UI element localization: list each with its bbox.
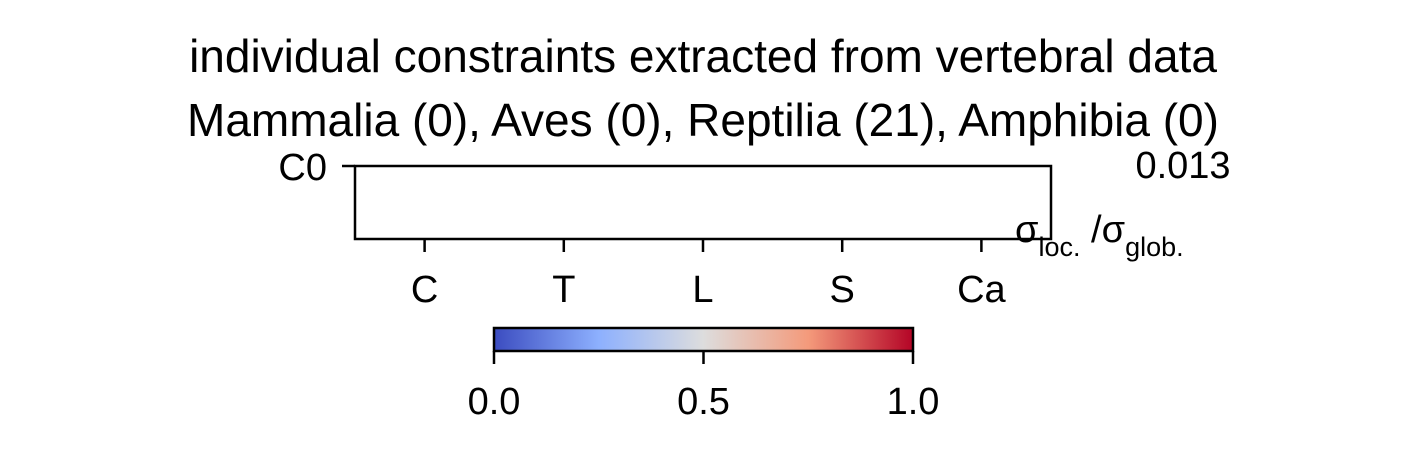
row-annotation-value: 0.013 <box>1135 145 1230 187</box>
row-tick-label: C0 <box>278 147 327 189</box>
ratio-axis-label: σloc. /σglob. <box>1015 209 1184 262</box>
heatmap-frame <box>353 164 1053 241</box>
column-tick-label: L <box>692 269 713 311</box>
heatmap-area <box>353 164 1053 241</box>
column-axis: C T L S Ca <box>411 239 1007 311</box>
column-tick-label: S <box>830 269 855 311</box>
column-tick-label: T <box>552 269 575 311</box>
colorbar-tick-label: 0.5 <box>677 381 730 423</box>
row-axis: C0 <box>278 147 355 189</box>
colorbar-tick-label: 1.0 <box>887 381 940 423</box>
colorbar-tick-label: 0.0 <box>468 381 521 423</box>
column-tick-label: Ca <box>957 269 1006 311</box>
column-tick-label: C <box>411 269 438 311</box>
chart-title-line2: Mammalia (0), Aves (0), Reptilia (21), A… <box>187 94 1219 146</box>
colorbar-gradient <box>492 326 915 353</box>
colorbar: 0.0 0.5 1.0 <box>468 326 940 423</box>
chart-title-line1: individual constraints extracted from ve… <box>189 30 1217 82</box>
row-annotations: 0.013 <box>1135 145 1230 187</box>
